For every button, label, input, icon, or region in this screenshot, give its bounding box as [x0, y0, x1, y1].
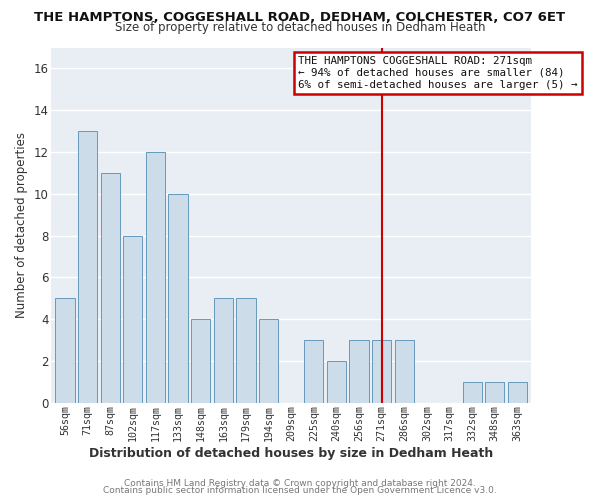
Text: THE HAMPTONS COGGESHALL ROAD: 271sqm
← 94% of detached houses are smaller (84)
6: THE HAMPTONS COGGESHALL ROAD: 271sqm ← 9…	[298, 56, 578, 90]
Bar	[508, 382, 527, 402]
Text: Contains HM Land Registry data © Crown copyright and database right 2024.: Contains HM Land Registry data © Crown c…	[124, 478, 476, 488]
Bar	[304, 340, 323, 402]
Bar	[372, 340, 391, 402]
Text: Contains public sector information licensed under the Open Government Licence v3: Contains public sector information licen…	[103, 486, 497, 495]
Bar	[78, 131, 97, 402]
Bar	[123, 236, 142, 402]
Bar	[191, 319, 210, 402]
Bar	[395, 340, 414, 402]
Bar	[349, 340, 368, 402]
Bar	[463, 382, 482, 402]
Bar	[101, 173, 120, 402]
X-axis label: Distribution of detached houses by size in Dedham Heath: Distribution of detached houses by size …	[89, 447, 493, 460]
Bar	[214, 298, 233, 403]
Bar	[327, 361, 346, 403]
Bar	[55, 298, 74, 403]
Text: THE HAMPTONS, COGGESHALL ROAD, DEDHAM, COLCHESTER, CO7 6ET: THE HAMPTONS, COGGESHALL ROAD, DEDHAM, C…	[34, 11, 566, 24]
Bar	[259, 319, 278, 402]
Text: Size of property relative to detached houses in Dedham Heath: Size of property relative to detached ho…	[115, 21, 485, 34]
Bar	[236, 298, 256, 403]
Y-axis label: Number of detached properties: Number of detached properties	[15, 132, 28, 318]
Bar	[169, 194, 188, 402]
Bar	[146, 152, 165, 403]
Bar	[485, 382, 505, 402]
